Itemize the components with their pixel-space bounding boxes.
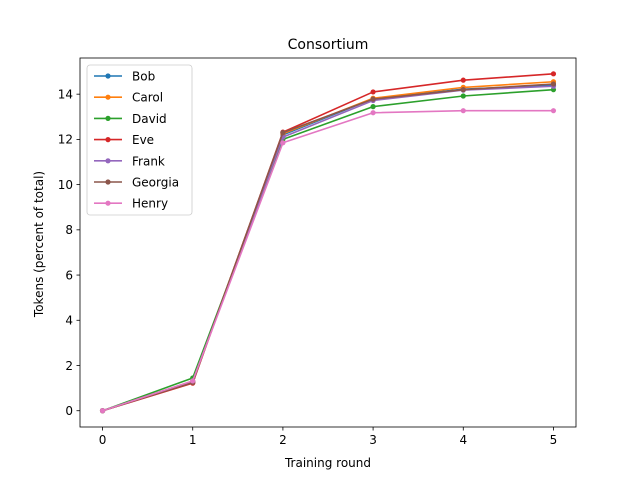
- data-point-eve: [460, 77, 466, 83]
- legend-label-georgia: Georgia: [132, 176, 179, 190]
- y-tick-label: 14: [58, 87, 73, 101]
- x-tick-label: 0: [99, 433, 107, 447]
- x-tick-label: 4: [459, 433, 467, 447]
- series-line-david: [102, 88, 554, 412]
- y-tick-label: 10: [58, 178, 73, 192]
- legend-box: [86, 64, 193, 216]
- legend: Bob Carol David Eve Frank Georgia Henry: [86, 64, 193, 216]
- legend-marker-bob: [105, 73, 111, 79]
- series-line-henry: [102, 109, 554, 412]
- data-point-henry: [99, 408, 106, 414]
- legend-label-frank: Frank: [132, 154, 165, 168]
- legend-marker-carol: [105, 94, 111, 100]
- x-tick-label: 3: [369, 433, 377, 447]
- x-axis-label: Training round: [284, 456, 371, 470]
- data-point-henry: [370, 110, 376, 116]
- series-henry: [99, 108, 557, 414]
- x-tick-label: 2: [279, 433, 287, 447]
- chart-title: Consortium: [288, 37, 369, 53]
- series-line-georgia: [102, 83, 554, 412]
- data-point-georgia: [280, 130, 286, 136]
- data-point-georgia: [370, 96, 376, 102]
- data-point-georgia: [550, 81, 557, 87]
- x-tick-label: 5: [550, 433, 558, 447]
- data-point-eve: [370, 89, 376, 95]
- data-point-henry: [550, 108, 557, 114]
- y-tick-label: 4: [65, 314, 73, 328]
- data-point-georgia: [460, 87, 466, 93]
- data-point-henry: [460, 108, 466, 114]
- legend-marker-georgia: [105, 179, 111, 185]
- data-point-david: [370, 104, 376, 110]
- data-point-david: [460, 93, 466, 99]
- legend-marker-eve: [105, 137, 111, 143]
- data-point-henry: [280, 140, 286, 146]
- legend-label-henry: Henry: [132, 197, 168, 211]
- data-point-henry: [190, 378, 196, 384]
- legend-label-david: David: [132, 112, 167, 126]
- legend-marker-david: [105, 115, 111, 121]
- legend-marker-henry: [105, 200, 111, 206]
- y-tick-label: 8: [65, 223, 73, 237]
- legend-marker-frank: [105, 158, 111, 164]
- data-point-eve: [550, 71, 557, 77]
- legend-label-eve: Eve: [132, 133, 154, 147]
- legend-label-bob: Bob: [132, 70, 155, 84]
- y-tick-label: 12: [58, 133, 73, 147]
- y-axis-label: Tokens (percent of total): [32, 171, 46, 318]
- y-tick-label: 2: [65, 359, 73, 373]
- plot-frame: [79, 57, 577, 428]
- legend-label-carol: Carol: [132, 91, 163, 105]
- y-tick-label: 6: [65, 268, 73, 282]
- series-group: [99, 71, 557, 414]
- x-tick-label: 1: [189, 433, 197, 447]
- y-tick-label: 0: [65, 404, 73, 418]
